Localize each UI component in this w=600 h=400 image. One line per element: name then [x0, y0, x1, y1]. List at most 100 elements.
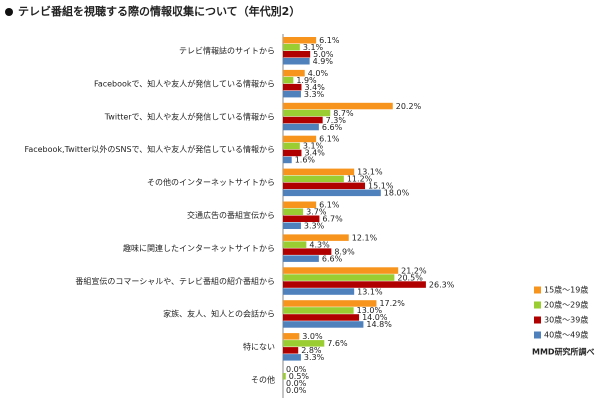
bar	[283, 321, 364, 328]
value-label: 17.2%	[379, 299, 405, 308]
bar	[283, 182, 366, 190]
value-label: 4.0%	[308, 69, 329, 78]
value-label: 0.0%	[286, 379, 307, 388]
legend-swatch	[534, 331, 541, 339]
bar	[283, 354, 301, 361]
bar	[283, 44, 300, 51]
value-label: 1.6%	[295, 156, 316, 165]
legend-label: 15歳～19歳	[544, 285, 588, 295]
bar	[283, 109, 331, 117]
value-label: 14.0%	[362, 313, 388, 322]
bar	[283, 241, 307, 248]
value-label: 15.1%	[368, 182, 394, 191]
legend-label: 20歳～29歳	[544, 300, 588, 310]
value-label: 3.7%	[306, 208, 327, 217]
value-label: 7.3%	[326, 116, 347, 125]
value-label: 21.2%	[401, 266, 427, 275]
value-label: 6.1%	[319, 36, 340, 45]
bar	[283, 373, 286, 380]
value-label: 20.5%	[397, 273, 423, 282]
category-label: Facebook,Twitter以外のSNSで、知人や友人が発信している情報から	[24, 144, 275, 154]
bar	[283, 135, 317, 143]
value-label: 1.9%	[296, 76, 317, 85]
legend-swatch	[534, 301, 541, 309]
category-label: その他のインターネットサイトから	[147, 177, 275, 187]
bar	[283, 83, 302, 91]
bar	[283, 215, 320, 222]
value-label: 12.1%	[352, 233, 378, 242]
value-label: 3.3%	[304, 222, 325, 231]
bar	[283, 58, 310, 65]
bar	[283, 201, 317, 208]
legend-swatch	[534, 316, 541, 324]
value-label: 2.8%	[301, 346, 322, 355]
value-label: 0.0%	[286, 365, 307, 374]
bar	[283, 274, 395, 281]
value-label: 26.3%	[429, 280, 455, 289]
bar	[283, 288, 355, 295]
bar	[283, 51, 311, 58]
value-label: 7.6%	[327, 339, 348, 348]
bar	[283, 90, 301, 98]
value-label: 0.5%	[289, 372, 310, 381]
bar	[283, 255, 319, 262]
bar	[283, 37, 317, 44]
value-label: 3.0%	[302, 332, 323, 341]
value-label: 3.1%	[303, 142, 324, 151]
value-label: 6.7%	[322, 215, 343, 224]
value-label: 3.4%	[304, 149, 325, 158]
bar	[283, 234, 349, 241]
chart-title: テレビ番組を視聴する際の情報収集について（年代別2）	[18, 4, 300, 18]
value-label: 3.3%	[304, 90, 325, 99]
bar	[283, 156, 292, 164]
bar	[283, 168, 355, 176]
bar	[283, 314, 360, 321]
category-label: その他	[251, 375, 275, 385]
category-label: 番組宣伝のコマーシャルや、テレビ番組の紹介番組から	[75, 276, 275, 286]
value-label: 18.0%	[384, 189, 410, 198]
value-label: 6.1%	[319, 201, 340, 210]
value-label: 0.0%	[286, 386, 307, 395]
bar	[283, 248, 332, 255]
value-label: 3.1%	[303, 43, 324, 52]
category-label: 趣味に関連したインターネットサイトから	[123, 243, 275, 253]
value-label: 8.9%	[334, 247, 355, 256]
bar	[283, 149, 302, 157]
value-label: 3.4%	[304, 83, 325, 92]
value-label: 6.1%	[319, 135, 340, 144]
bar	[283, 102, 393, 110]
bar	[283, 123, 319, 131]
category-label: テレビ情報誌のサイトから	[179, 46, 275, 56]
bar	[283, 307, 354, 314]
bar	[283, 189, 381, 197]
value-label: 4.9%	[313, 57, 334, 66]
title-bullet	[5, 8, 13, 16]
bar	[283, 340, 325, 347]
bar	[283, 69, 305, 77]
bar	[283, 116, 323, 124]
bar	[283, 222, 301, 229]
value-label: 5.0%	[313, 50, 334, 59]
bar	[283, 333, 300, 340]
value-label: 6.6%	[322, 123, 343, 132]
category-label: 家族、友人、知人との会話から	[163, 309, 275, 319]
bar	[283, 208, 304, 215]
value-label: 14.8%	[366, 320, 392, 329]
category-label: Facebookで、知人や友人が発信している情報から	[94, 78, 275, 88]
bar	[283, 300, 377, 307]
value-label: 13.1%	[357, 168, 383, 177]
category-label: 交通広告の番組宣伝から	[187, 210, 275, 220]
value-label: 20.2%	[396, 102, 422, 111]
bar	[283, 142, 300, 150]
value-label: 13.0%	[357, 306, 383, 315]
value-label: 3.3%	[304, 353, 325, 362]
bar	[283, 347, 299, 354]
value-label: 4.3%	[309, 240, 330, 249]
bar	[283, 76, 294, 84]
value-label: 11.2%	[347, 175, 373, 184]
value-label: 6.6%	[322, 254, 343, 263]
value-label: 13.1%	[357, 287, 383, 296]
bar	[283, 281, 426, 288]
value-label: 8.7%	[333, 109, 354, 118]
